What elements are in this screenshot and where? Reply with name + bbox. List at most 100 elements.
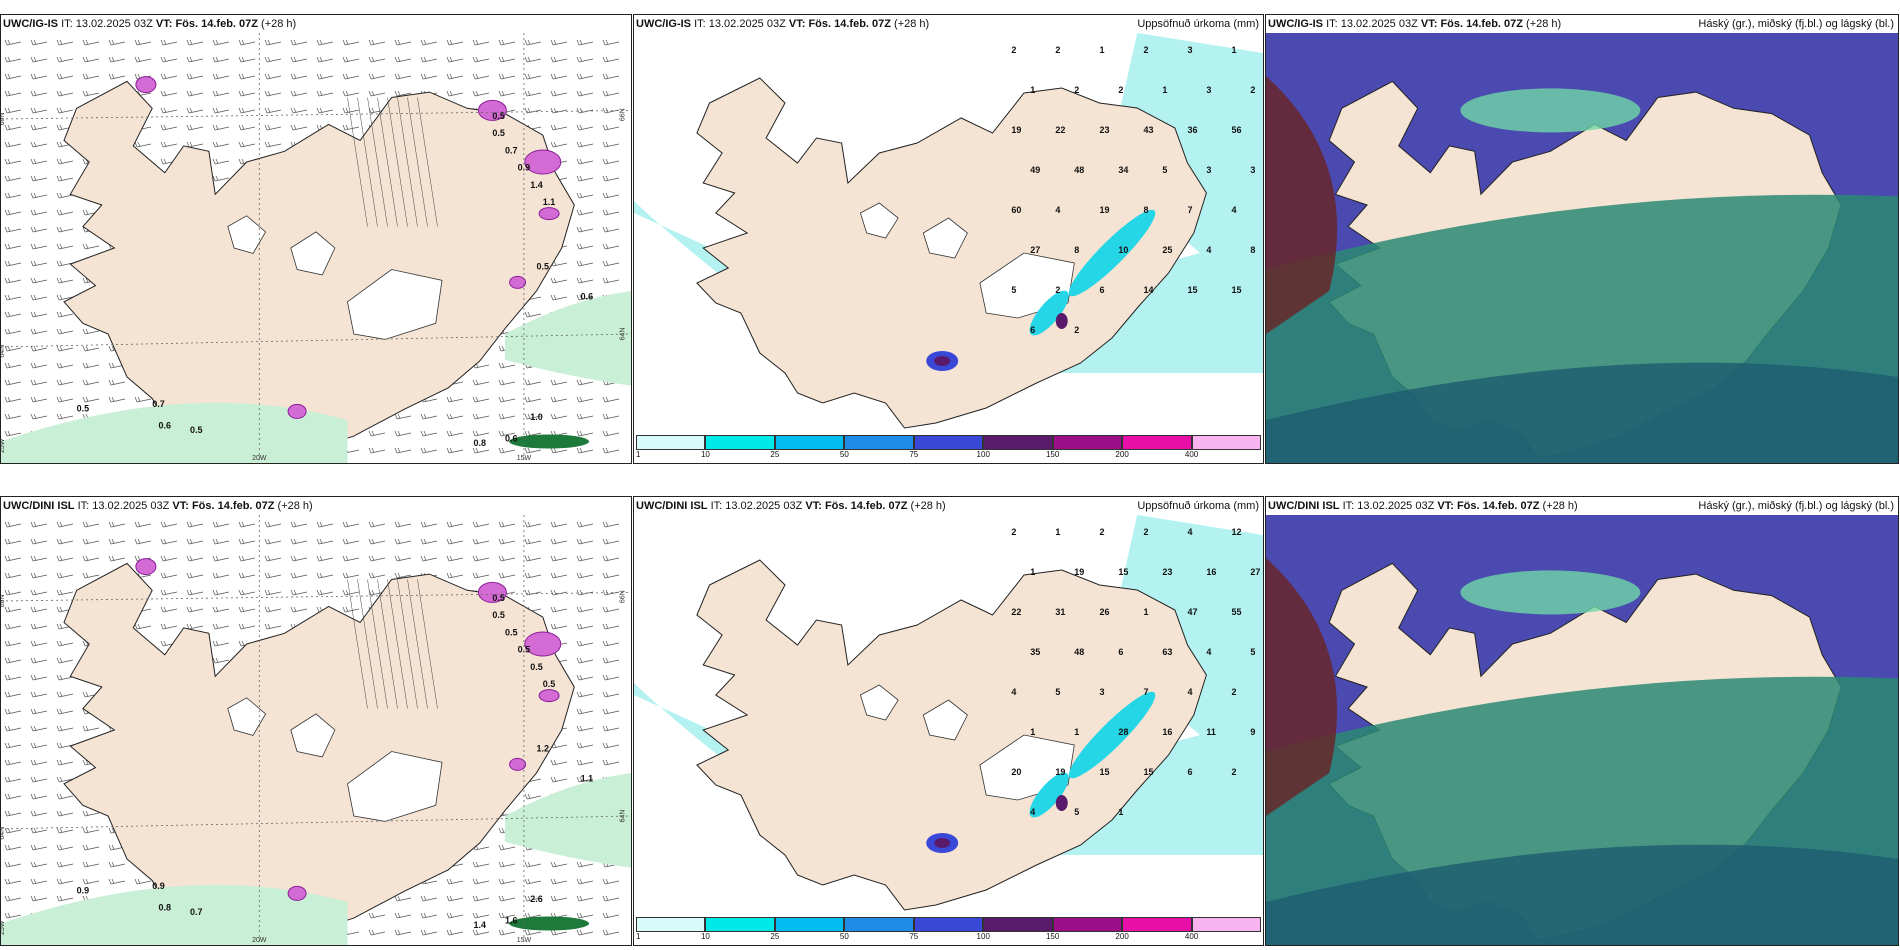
grid-label: 20W — [252, 455, 267, 462]
wind-barb — [394, 929, 412, 936]
wind-barb — [420, 447, 438, 454]
precip-max — [1055, 795, 1068, 811]
wind-barb — [498, 447, 516, 454]
colorbar-swatch — [983, 917, 1053, 932]
wind-barb — [498, 90, 516, 97]
wind-barb — [498, 521, 516, 528]
gust-area — [538, 689, 560, 703]
wind-barb — [264, 555, 282, 562]
wind-barb — [30, 861, 48, 868]
wind-barb — [290, 538, 308, 545]
precip-value: 4 — [1206, 647, 1211, 657]
wind-barb — [30, 844, 48, 851]
wind-barb — [238, 589, 256, 596]
wind-barb — [264, 90, 282, 97]
wind-barb — [56, 538, 74, 545]
wind-barb — [420, 538, 438, 545]
wind-barb — [30, 623, 48, 630]
precip-value: 49 — [1030, 165, 1040, 175]
wind-barb — [550, 90, 568, 97]
wind-barb — [446, 73, 464, 80]
vt-label: VT: — [1420, 18, 1438, 30]
wind-barb — [602, 90, 620, 97]
wind-barb — [82, 878, 100, 885]
wind-barb — [134, 39, 152, 46]
wind-barb — [264, 141, 282, 148]
wind-barb — [4, 742, 22, 749]
wind-barb — [56, 589, 74, 596]
colorbar-label: 150 — [1045, 450, 1060, 459]
grid-label: 25W — [1, 438, 6, 453]
wind-barb — [56, 209, 74, 216]
wind-barb — [550, 107, 568, 114]
grid-label: 64N — [620, 328, 627, 341]
wind-barb — [56, 107, 74, 114]
wind-barb — [524, 413, 542, 420]
colorbar-label: 200 — [1115, 450, 1129, 459]
precip-value: 48 — [1074, 647, 1084, 657]
wind-barb — [30, 827, 48, 834]
wind-barb — [4, 810, 22, 817]
wind-barb — [576, 674, 594, 681]
wind-barb — [602, 413, 620, 420]
wind-barb — [602, 243, 620, 250]
wind-barb — [264, 572, 282, 579]
wind-barb — [316, 73, 334, 80]
wind-barb — [4, 277, 22, 284]
wind-barb — [238, 124, 256, 131]
wind-barb — [602, 396, 620, 403]
precip-value: 43 — [1143, 125, 1153, 135]
wind-barb — [524, 589, 542, 596]
wind-barb — [30, 260, 48, 267]
wind-barb — [576, 141, 594, 148]
hatch-line — [367, 97, 388, 227]
it-label: IT: — [1326, 18, 1338, 30]
wind-value: 0.5 — [518, 645, 531, 655]
wind-barb — [290, 39, 308, 46]
precip-value: 2 — [1055, 45, 1060, 55]
colorbar-label: 400 — [1184, 450, 1199, 459]
wind-barb — [524, 39, 542, 46]
wind-barb — [160, 589, 178, 596]
wind-barb — [56, 640, 74, 647]
wind-barb — [576, 175, 594, 182]
it-label: IT: — [61, 18, 73, 30]
precip-value: 2 — [1099, 527, 1104, 537]
wind-barb — [446, 39, 464, 46]
wind-barb — [420, 895, 438, 902]
map-svg: 0.50.50.70.91.41.10.50.60.5 0.70.6 0.50.8 0… — [1, 33, 631, 463]
wind-barb — [56, 277, 74, 284]
wind-barb — [186, 107, 204, 114]
wind-barb — [30, 759, 48, 766]
wind-barb — [368, 912, 386, 919]
wind-barb — [602, 175, 620, 182]
wind-barb — [82, 362, 100, 369]
wind-barb — [342, 538, 360, 545]
wind-value: 0.9 — [518, 163, 531, 173]
wind-barb — [498, 929, 516, 936]
wind-barb — [30, 725, 48, 732]
colorbar-label: 400 — [1184, 932, 1199, 941]
wind-value: 2.6 — [530, 894, 543, 904]
wind-barb — [4, 606, 22, 613]
it-label: IT: — [1342, 500, 1355, 512]
wind-barb — [134, 396, 152, 403]
wind-barb — [160, 73, 178, 80]
colorbar-label: 50 — [839, 450, 849, 459]
wind-barb — [316, 56, 334, 63]
wind-barb — [160, 107, 178, 114]
hatch-line — [367, 579, 388, 709]
wind-barb — [4, 589, 22, 596]
wind-barb — [82, 572, 100, 579]
init-time: 13.02.2025 03Z — [725, 500, 803, 512]
wind-barb — [446, 912, 464, 919]
wind-barb — [368, 538, 386, 545]
wind-barb — [160, 141, 178, 148]
wind-barb — [4, 379, 22, 386]
wind-barb — [30, 158, 48, 165]
model-name: UWC/IG-IS — [1268, 18, 1323, 30]
precip-value: 3 — [1206, 165, 1211, 175]
low-cloud — [1266, 76, 1338, 334]
wind-barb — [56, 844, 74, 851]
wind-barb — [316, 90, 334, 97]
